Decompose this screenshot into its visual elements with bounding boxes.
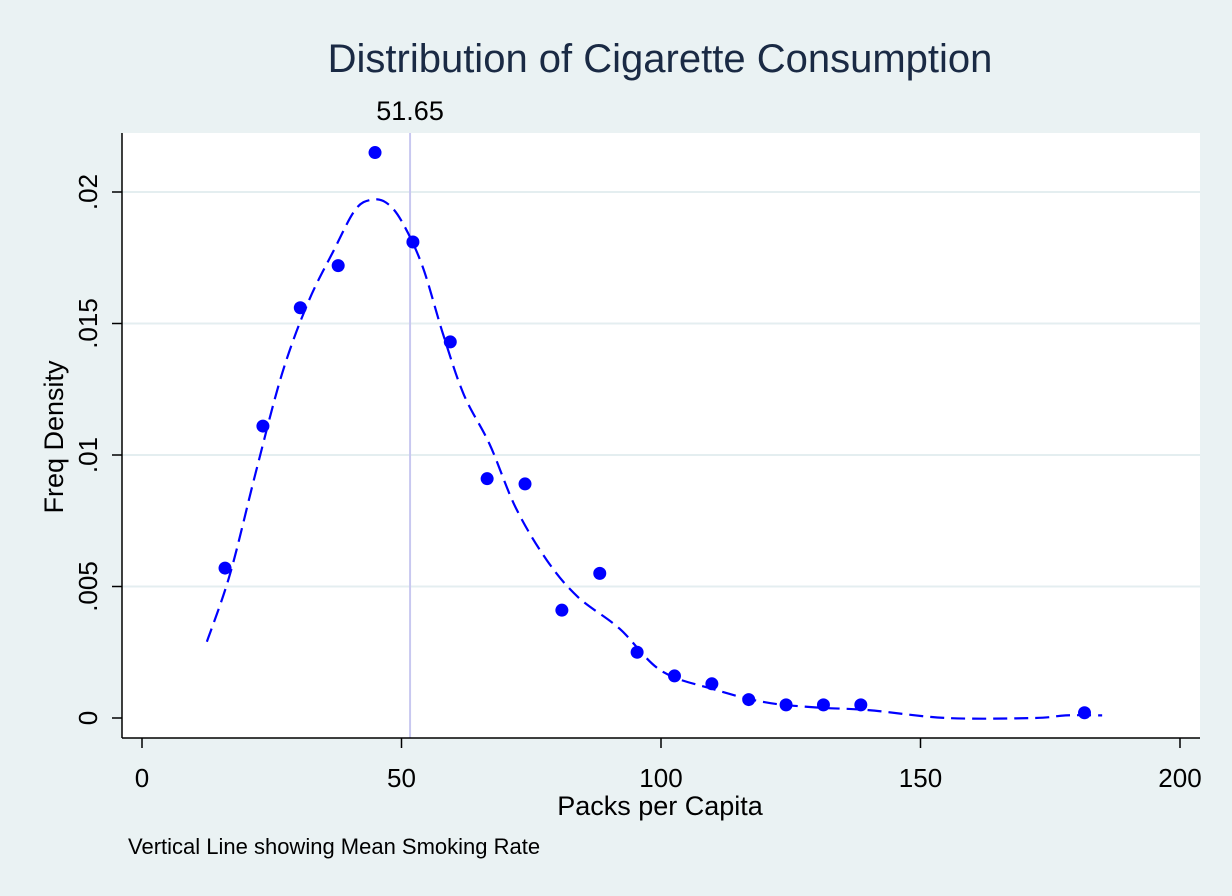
scatter-point-8	[518, 477, 532, 491]
scatter-point-9	[555, 603, 569, 617]
scatter-point-2	[293, 301, 307, 315]
scatter-point-18	[1078, 706, 1092, 720]
scatter-point-5	[406, 235, 420, 249]
scatter-point-12	[667, 669, 681, 683]
scatter-point-10	[593, 566, 607, 580]
y-tick-label-3: .015	[73, 298, 103, 349]
mean-line-label: 51.65	[376, 96, 444, 126]
scatter-point-7	[480, 472, 494, 486]
scatter-points	[218, 146, 1092, 720]
scatter-point-11	[630, 645, 644, 659]
scatter-point-13	[705, 677, 719, 691]
scatter-point-15	[779, 698, 793, 712]
x-axis-title: Packs per Capita	[557, 791, 764, 821]
scatter-point-3	[331, 259, 345, 273]
scatter-point-1	[256, 419, 270, 433]
gridlines	[122, 191, 1200, 588]
chart-title: Distribution of Cigarette Consumption	[328, 37, 993, 81]
x-tick-label-3: 150	[899, 763, 942, 793]
plot-area	[122, 133, 1200, 738]
y-tick-label-0: 0	[73, 711, 103, 725]
scatter-point-16	[816, 698, 830, 712]
y-axis-title: Freq Density	[39, 360, 69, 514]
scatter-point-14	[742, 693, 756, 707]
y-tick-label-1: .005	[73, 561, 103, 612]
scatter-point-4	[368, 146, 382, 160]
scatter-point-0	[218, 561, 232, 575]
y-tick-label-4: .02	[73, 174, 103, 210]
x-tick-label-1: 50	[387, 763, 416, 793]
chart-note: Vertical Line showing Mean Smoking Rate	[128, 834, 540, 859]
x-tick-label-0: 0	[135, 763, 149, 793]
x-tick-label-2: 100	[639, 763, 682, 793]
scatter-point-17	[854, 698, 868, 712]
scatter-point-6	[443, 335, 457, 349]
axes: 0 50 100 150 200 0 .005 .01 .015 .02	[73, 133, 1202, 793]
x-tick-label-4: 200	[1158, 763, 1201, 793]
y-tick-label-2: .01	[73, 437, 103, 473]
mean-line-group: 51.65	[376, 96, 444, 738]
